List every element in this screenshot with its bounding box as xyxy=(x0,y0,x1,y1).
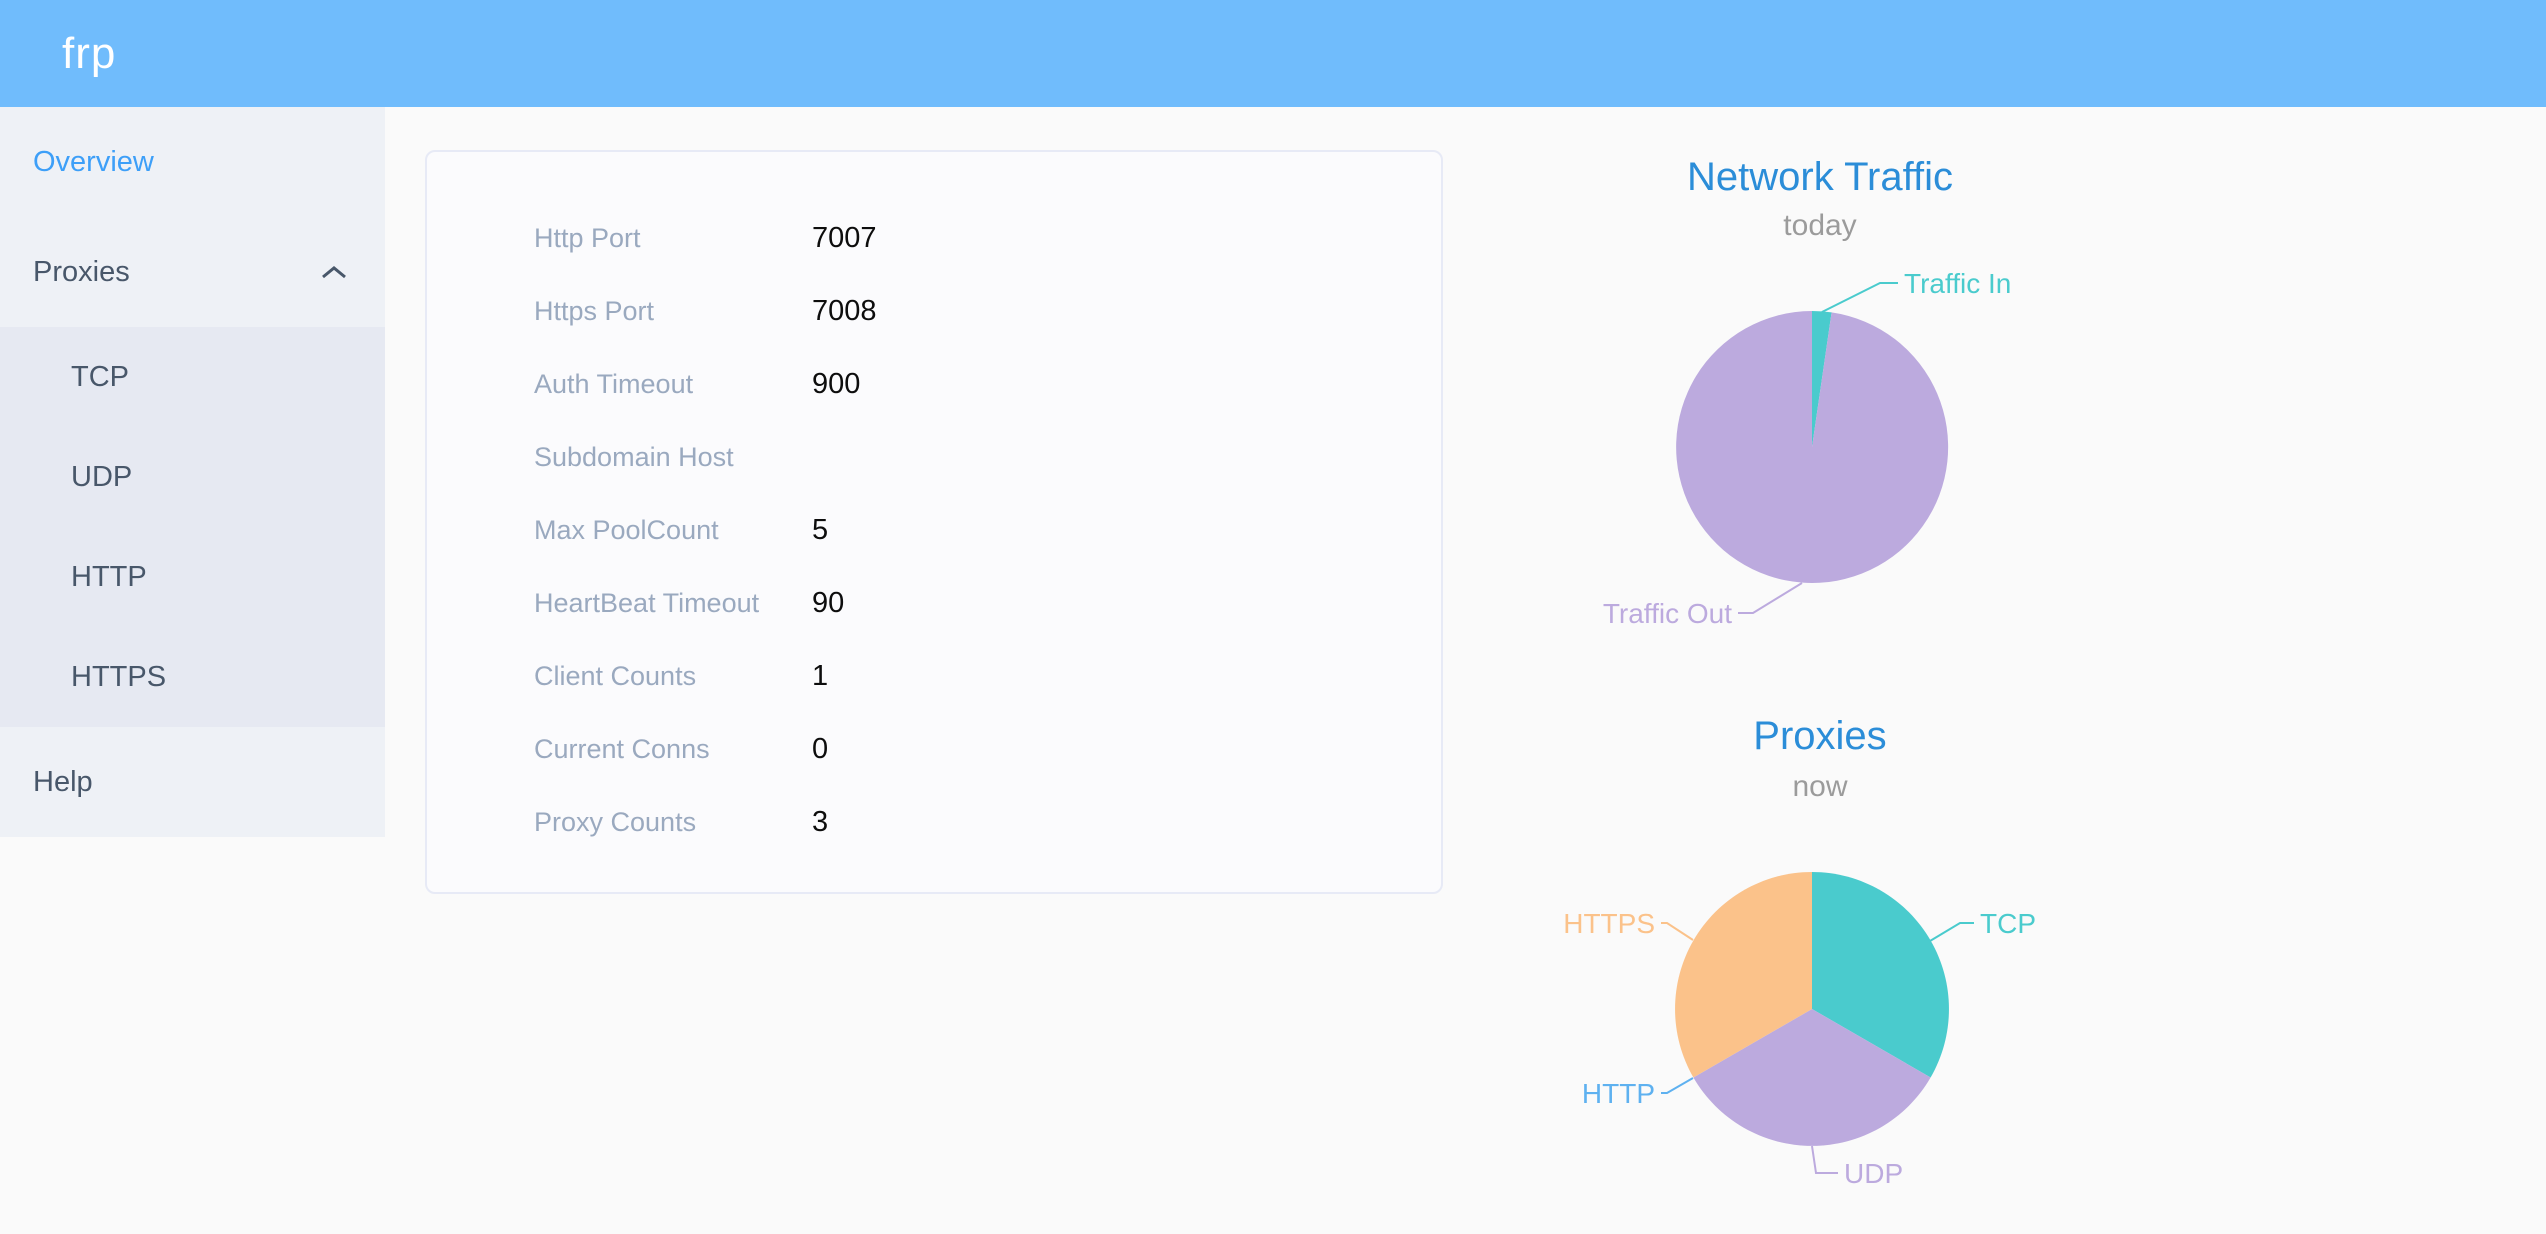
app-logo: frp xyxy=(62,29,117,78)
pie-slice-udp[interactable] xyxy=(1693,1009,1931,1146)
config-value: 7008 xyxy=(812,295,877,327)
pie-label-traffic-in: Traffic In xyxy=(1904,268,2011,299)
pie-label-tcp: TCP xyxy=(1980,908,2036,939)
sidebar-submenu-proxies: TCP UDP HTTP HTTPS xyxy=(0,327,385,727)
sidebar-item-tcp[interactable]: TCP xyxy=(71,361,129,393)
pie-slice-traffic-in[interactable] xyxy=(1812,310,1832,447)
network-traffic-title: Network Traffic xyxy=(1687,155,1953,199)
config-label: Auth Timeout xyxy=(534,369,694,399)
config-label: Http Port xyxy=(534,223,641,253)
pie-label-udp: UDP xyxy=(1844,1158,1903,1189)
network-traffic-chart: Network Traffic today Traffic In Traffic … xyxy=(1540,153,2100,713)
sidebar-item-overview[interactable]: Overview xyxy=(33,146,154,178)
table-row: Https Port 7008 xyxy=(427,275,1441,348)
pie-label-http: HTTP xyxy=(1582,1078,1655,1109)
app-header: frp xyxy=(0,0,2546,107)
sidebar-item-https[interactable]: HTTPS xyxy=(71,661,167,693)
network-traffic-pie: Traffic In Traffic Out xyxy=(1603,268,2012,629)
config-value: 5 xyxy=(812,514,829,546)
chevron-up-icon xyxy=(322,266,346,279)
config-value: 3 xyxy=(812,806,829,838)
pie-label-line-tcp xyxy=(1929,922,1974,942)
pie-label-line-traffic-out xyxy=(1738,582,1803,614)
pie-label-line-http xyxy=(1661,1077,1694,1094)
table-row: Subdomain Host xyxy=(427,421,1441,494)
sidebar-item-http[interactable]: HTTP xyxy=(71,561,147,593)
pie-label-line-udp xyxy=(1811,1145,1838,1174)
config-value: 90 xyxy=(812,587,845,619)
pie-label-line-https xyxy=(1661,922,1694,941)
pie-label-traffic-out: Traffic Out xyxy=(1603,598,1732,629)
config-label: Current Conns xyxy=(534,734,710,764)
pie-slice-traffic-out[interactable] xyxy=(1676,311,1949,583)
config-value: 1 xyxy=(812,660,829,692)
pie-slice-https[interactable] xyxy=(1675,872,1812,1078)
config-label: Client Counts xyxy=(534,661,697,691)
pie-label-https: HTTPS xyxy=(1563,908,1655,939)
proxies-pie: TCP UDP HTTP HTTPS xyxy=(1563,872,2036,1189)
table-row: Current Conns 0 xyxy=(427,713,1441,786)
sidebar-item-proxies[interactable]: Proxies xyxy=(0,217,385,327)
server-config-table: Http Port 7007 Https Port 7008 Auth Timeout 9… xyxy=(427,152,1441,859)
config-value: 900 xyxy=(812,368,861,400)
table-row: HeartBeat Timeout 90 xyxy=(427,567,1441,640)
sidebar-item-proxies-label: Proxies xyxy=(33,256,130,288)
proxies-subtitle: now xyxy=(1792,770,1848,803)
network-traffic-subtitle: today xyxy=(1783,209,1857,242)
sidebar-item-udp[interactable]: UDP xyxy=(71,461,133,493)
config-label: Https Port xyxy=(534,296,655,326)
table-row: Proxy Counts 3 xyxy=(427,786,1441,859)
sidebar: Overview Proxies TCP UDP HTTP HTTPS Help xyxy=(0,107,385,837)
config-label: Subdomain Host xyxy=(534,442,734,472)
sidebar-item-help[interactable]: Help xyxy=(33,766,93,798)
config-label: Max PoolCount xyxy=(534,515,719,545)
config-value: 0 xyxy=(812,733,829,765)
server-config-panel: Http Port 7007 Https Port 7008 Auth Timeout 9… xyxy=(425,150,1443,894)
proxies-title: Proxies xyxy=(1753,714,1887,758)
table-row: Http Port 7007 xyxy=(427,202,1441,275)
table-row: Client Counts 1 xyxy=(427,640,1441,713)
config-label: Proxy Counts xyxy=(534,807,697,837)
config-value: 7007 xyxy=(812,222,877,254)
config-label: HeartBeat Timeout xyxy=(534,588,760,618)
pie-label-line-traffic-in xyxy=(1821,282,1898,313)
table-row: Auth Timeout 900 xyxy=(427,348,1441,421)
proxies-chart: Proxies now TCP UDP HTTP HTTPS xyxy=(1540,712,2100,1212)
table-row: Max PoolCount 5 xyxy=(427,494,1441,567)
pie-slice-tcp[interactable] xyxy=(1812,872,1949,1078)
